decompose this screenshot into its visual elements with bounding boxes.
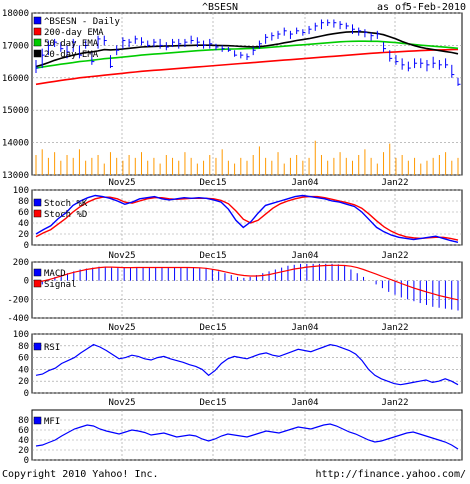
price-panel: 13000 14000 15000 16000 17000 18000 ^BSESN - D…	[2, 9, 463, 188]
legend-label: Stoch %D	[44, 210, 87, 220]
rsi-tick-label: 60	[18, 354, 29, 364]
macd-tick-label: -200	[7, 295, 29, 305]
x-tick-label: Dec15	[199, 323, 226, 333]
price-tick-label: 18000	[2, 9, 29, 19]
rsi-tick-label: 20	[18, 377, 29, 387]
x-tick-label: Jan04	[291, 398, 318, 408]
x-tick-label: Dec15	[199, 178, 226, 188]
price-tick-label: 15000	[2, 106, 29, 116]
legend-label: 20-day EMA	[44, 50, 99, 60]
legend-label: RSI	[44, 343, 60, 353]
legend-label: Stoch %K	[44, 199, 88, 209]
price-frame	[31, 12, 463, 176]
x-tick-label: Jan04	[291, 178, 318, 188]
rsi-tick-label: 40	[18, 365, 29, 375]
x-tick-label: Jan04	[291, 323, 318, 333]
x-tick-label: Nov25	[108, 251, 135, 261]
mfi-tick-label: 60	[18, 426, 29, 436]
stoch-tick-label: 0	[24, 241, 29, 251]
x-tick-label: Jan22	[381, 323, 408, 333]
macd-tick-label: -400	[7, 314, 29, 324]
price-tick-label: 14000	[2, 139, 29, 149]
price-tick-label: 13000	[2, 171, 29, 181]
legend-swatch	[33, 209, 42, 218]
legend-swatch	[33, 16, 42, 25]
legend-label: ^BSESN - Daily	[44, 17, 120, 27]
source-url: http://finance.yahoo.com/	[315, 469, 466, 480]
x-tick-label: Nov25	[108, 398, 135, 408]
x-tick-label: Dec15	[199, 251, 226, 261]
legend-swatch	[33, 416, 42, 425]
mfi-tick-label: 80	[18, 416, 29, 426]
macd-tick-label: 200	[13, 258, 29, 268]
mfi-tick-label: 40	[18, 436, 29, 446]
rsi-tick-label: 0	[24, 389, 29, 399]
mfi-frame	[31, 409, 463, 461]
stoch-tick-label: 60	[18, 208, 29, 218]
macd-frame	[31, 261, 463, 319]
legend-label: Signal	[44, 280, 77, 290]
rsi-tick-label: 80	[18, 342, 29, 352]
x-tick-label: Nov25	[108, 178, 135, 188]
legend-label: MFI	[44, 417, 60, 427]
copyright-text: Copyright 2010 Yahoo! Inc.	[2, 469, 159, 480]
legend-swatch	[33, 27, 42, 36]
stoch-tick-label: 20	[18, 230, 29, 240]
stoch-tick-label: 40	[18, 219, 29, 229]
macd-signal-line	[35, 264, 459, 301]
legend-swatch	[33, 342, 42, 351]
rsi-line	[35, 343, 459, 386]
price-tick-label: 16000	[2, 74, 29, 84]
legend-label: 50-day EMA	[44, 39, 99, 49]
ema50-line	[35, 40, 459, 69]
price-tick-label: 17000	[2, 41, 29, 51]
rsi-tick-label: 100	[13, 330, 29, 340]
stoch-k-line	[35, 194, 459, 243]
legend-swatch	[33, 268, 42, 277]
legend-swatch	[33, 198, 42, 207]
stoch-tick-label: 100	[13, 186, 29, 196]
legend-swatch	[33, 279, 42, 288]
x-tick-label: Jan04	[291, 251, 318, 261]
rsi-frame	[31, 333, 463, 394]
stoch-frame	[31, 189, 463, 246]
x-tick-label: Nov25	[108, 323, 135, 333]
legend-label: 200-day EMA	[44, 28, 104, 38]
legend-swatch	[33, 38, 42, 47]
stoch-tick-label: 80	[18, 197, 29, 207]
mfi-line	[35, 423, 459, 450]
chart-date: 5-Feb-2010	[406, 2, 466, 13]
x-tick-label: Dec15	[199, 398, 226, 408]
macd-tick-label: 0	[24, 277, 29, 287]
x-tick-label: Jan22	[381, 251, 408, 261]
x-tick-label: Jan22	[381, 178, 408, 188]
legend-swatch	[33, 49, 42, 58]
legend-label: MACD	[44, 269, 66, 279]
x-tick-label: Jan22	[381, 398, 408, 408]
ema200-line	[35, 48, 459, 86]
as-of-label: as of	[377, 2, 407, 13]
mfi-tick-label: 0	[24, 456, 29, 466]
mfi-tick-label: 20	[18, 446, 29, 456]
ema20-line	[35, 30, 459, 68]
chart-symbol: ^BSESN	[202, 2, 238, 13]
